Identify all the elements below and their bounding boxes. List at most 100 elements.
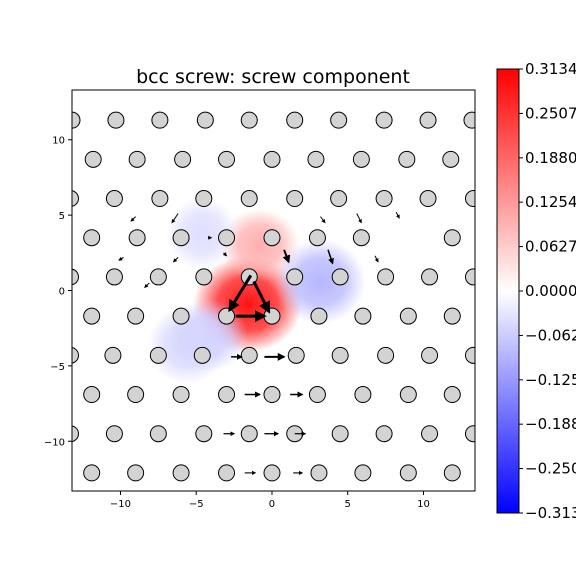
atom-marker [263,229,281,247]
y-tick-label: −10 [44,437,65,448]
atom-marker [240,425,258,443]
atom-marker [72,346,79,364]
atom-marker [127,464,145,482]
x-tick-label: 10 [417,499,430,510]
atom-marker [218,307,236,325]
colorbar-tick-label: 0.3134 [525,60,576,78]
colorbar-tick-label: 0.2507 [525,104,576,122]
plot-area: −10 −5 0 5 10 10 5 0 −5 −10 [44,89,476,510]
atom-marker [105,425,123,443]
atom-marker [286,268,304,286]
heat-blob [275,239,366,324]
atom-marker [377,346,395,364]
displacement-arrow [172,256,179,263]
atom-marker [72,425,79,443]
atom-marker [399,386,417,404]
displacement-arrow [356,213,362,224]
colorbar-tick-label: 0.0627 [525,238,576,256]
atom-marker [263,386,281,404]
atom-marker [375,111,393,129]
atom-marker [83,464,101,482]
atom-marker [263,307,281,325]
y-axis: 10 5 0 −5 −10 [44,136,72,448]
displacement-arrow [320,216,326,224]
atom-marker [172,464,190,482]
colorbar: 0.3134 0.2507 0.1880 0.1254 0.0627 0.0000 −0.0… [496,60,576,522]
atom-marker [84,150,102,168]
atom-marker [354,464,372,482]
heatmap-layer [147,196,366,385]
atom-marker [104,346,122,364]
atom-marker [172,229,190,247]
atom-marker [308,229,326,247]
displacement-arrow [171,213,179,224]
x-tick-label: 0 [269,499,275,510]
atom-marker [330,111,348,129]
arrows-layer [118,211,400,476]
atom-marker [195,425,213,443]
atom-marker [443,386,461,404]
displacement-arrow [374,255,379,263]
atom-marker [419,111,437,129]
atom-marker [128,229,146,247]
atom-marker [398,150,416,168]
atom-marker [399,307,417,325]
atom-marker [287,346,305,364]
atom-marker [464,425,475,443]
displacement-arrow [144,282,150,289]
atom-marker [151,111,169,129]
y-tick-label: 5 [59,211,65,222]
displacement-arrow [118,256,124,261]
atom-marker [151,190,169,208]
x-axis: −10 −5 0 5 10 [110,491,430,510]
atom-marker [421,346,439,364]
atom-marker [310,307,328,325]
heat-blob [147,305,227,385]
atom-marker [172,386,190,404]
colorbar-gradient [496,68,520,514]
atom-marker [105,268,123,286]
displacement-arrow [282,249,291,264]
colorbar-tick-label: 0.0000 [525,282,576,300]
atom-marker [419,190,437,208]
x-tick-label: −5 [189,499,204,510]
atom-marker [218,229,236,247]
atom-marker [331,268,349,286]
atom-marker [443,464,461,482]
displacement-arrow [395,211,400,219]
atom-marker [128,150,146,168]
atom-marker [464,346,475,364]
atom-marker [240,346,258,364]
atom-marker [218,150,236,168]
y-tick-label: 0 [59,287,65,298]
atom-marker [218,386,236,404]
atom-marker [443,307,461,325]
atom-marker [399,464,417,482]
atom-marker [172,307,190,325]
atom-marker [218,464,236,482]
y-tick-label: 10 [52,136,65,147]
atom-marker [196,111,214,129]
atoms-layer [72,111,475,482]
atom-marker [83,386,101,404]
colorbar-tick-label: −0.1254 [525,371,576,389]
atom-marker [286,111,304,129]
atom-marker [421,268,439,286]
displacement-arrow [222,252,228,257]
atom-marker [193,346,211,364]
displacement-arrow [228,274,253,313]
displacement-arrow [130,216,136,222]
atom-marker [72,268,79,286]
atom-marker [127,386,145,404]
atom-marker [308,386,326,404]
atom-marker [240,111,258,129]
atom-marker [263,464,281,482]
atom-marker [377,268,395,286]
atom-marker [149,268,167,286]
atom-marker [286,190,304,208]
displacement-arrow [327,249,334,265]
atom-marker [240,190,258,208]
atom-marker [149,425,167,443]
atom-marker [442,150,460,168]
atom-marker [352,150,370,168]
